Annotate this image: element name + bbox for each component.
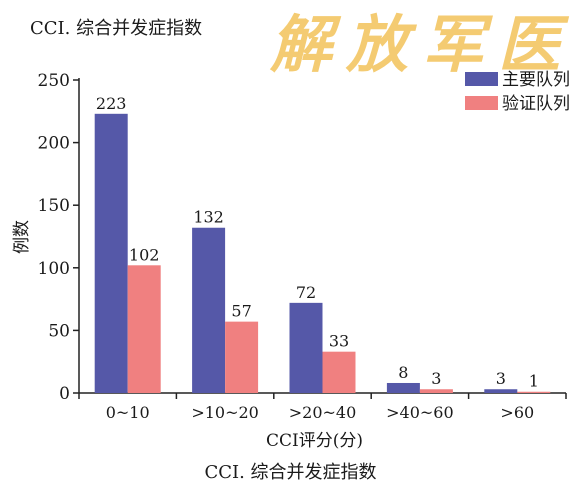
bar-value-label: 102 [129,245,160,264]
bar-validation [517,391,551,393]
bar-validation [225,321,259,393]
bar-primary [192,227,226,393]
bar-value-label: 1 [529,372,539,391]
watermark-logo: 解放军医 [270,8,575,81]
bar-primary [94,113,128,393]
legend-swatch [465,72,498,86]
legend-label: 主要队列 [502,70,570,90]
chart-axes: 0 50 100 150 200 250 例数 0~10 >10~20 >20~40 >40~60 >… [12,71,567,451]
bar-value-label: 57 [231,302,251,321]
x-tick-label: >60 [500,403,534,422]
bar-primary [386,382,420,393]
bar-value-label: 33 [329,332,349,351]
y-tick-label: 100 [38,259,70,279]
x-axis-title: CCI评分(分) [266,431,363,451]
y-tick-label: 0 [59,384,70,404]
bar-value-label: 8 [398,363,408,382]
x-tick-label: >10~20 [191,403,259,422]
y-tick-label: 200 [38,134,70,154]
x-tick-label: >20~40 [289,403,357,422]
bar-value-label: 3 [431,369,441,388]
y-tick-label: 50 [48,321,70,341]
legend-label: 验证队列 [502,94,570,114]
bar-validation [127,265,161,393]
bar-value-label: 72 [296,283,316,302]
y-tick-label: 250 [38,71,70,91]
y-tick-label: 150 [38,196,70,216]
legend-swatch [465,96,498,110]
y-axis-title: 例数 [12,220,32,254]
bar-primary [484,389,518,393]
figure-caption: CCI. 综合并发症指数 [204,462,377,483]
chart-bars [94,113,551,393]
bar-value-label: 223 [96,94,127,113]
x-tick-label: >40~60 [386,403,454,422]
bar-value-label: 132 [193,208,224,227]
bar-validation [322,351,356,393]
x-tick-label: 0~10 [106,403,150,422]
chart-title: CCI. 综合并发症指数 [30,18,203,39]
bar-validation [419,389,453,393]
bar-primary [289,302,323,393]
bar-value-label: 3 [496,369,506,388]
